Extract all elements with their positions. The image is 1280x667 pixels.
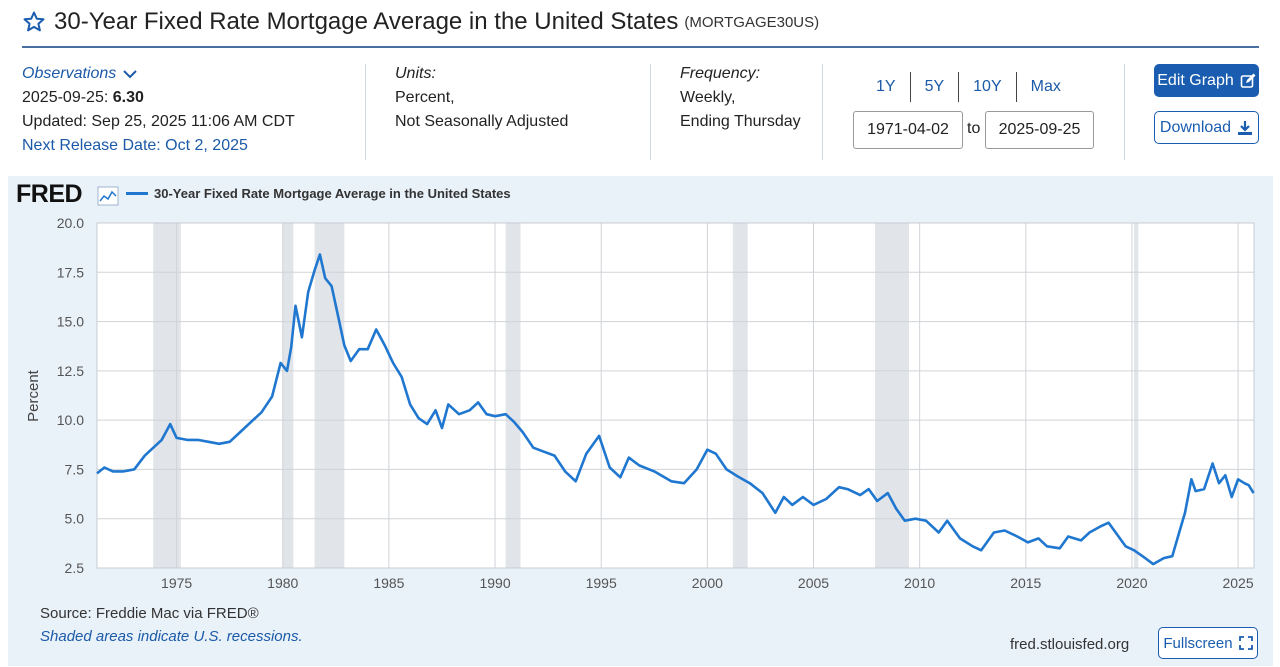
y-tick-label: 15.0 xyxy=(57,314,84,330)
edit-graph-label: Edit Graph xyxy=(1157,71,1234,89)
chart-legend: 30-Year Fixed Rate Mortgage Average in t… xyxy=(126,186,511,201)
y-tick-label: 7.5 xyxy=(65,461,85,477)
recession-band xyxy=(1134,223,1139,568)
edit-graph-button[interactable]: Edit Graph xyxy=(1154,64,1259,97)
legend-label: 30-Year Fixed Rate Mortgage Average in t… xyxy=(154,186,511,201)
frequency-detail: Ending Thursday xyxy=(680,113,801,130)
title-row: 30-Year Fixed Rate Mortgage Average in t… xyxy=(22,8,819,36)
legend-swatch xyxy=(126,192,148,195)
x-tick-label: 1975 xyxy=(161,575,192,591)
star-icon[interactable] xyxy=(22,10,46,34)
observation-latest: 2025-09-25: 6.30 xyxy=(22,86,295,110)
x-tick-label: 2010 xyxy=(904,575,935,591)
divider xyxy=(650,64,651,160)
plot-area xyxy=(97,223,1254,568)
source-text: Source: Freddie Mac via FRED® xyxy=(40,605,259,622)
frequency-panel: Frequency: Weekly, Ending Thursday xyxy=(680,62,801,134)
download-icon xyxy=(1238,120,1253,135)
observation-value: 6.30 xyxy=(112,89,144,106)
fullscreen-button[interactable]: Fullscreen xyxy=(1158,627,1258,659)
y-axis-label: Percent xyxy=(25,369,42,422)
divider xyxy=(1124,64,1125,160)
recession-band xyxy=(314,223,345,568)
units-label: Units: xyxy=(395,65,436,82)
range-max-button[interactable]: Max xyxy=(1030,78,1061,95)
x-tick-label: 2020 xyxy=(1116,575,1147,591)
recession-band xyxy=(732,223,748,568)
x-tick-label: 2025 xyxy=(1222,575,1253,591)
x-tick-label: 1980 xyxy=(267,575,298,591)
observations-toggle[interactable]: Observations xyxy=(22,62,295,86)
to-label: to xyxy=(967,120,981,137)
updated-text: Updated: Sep 25, 2025 11:06 AM CDT xyxy=(22,113,295,130)
fullscreen-label: Fullscreen xyxy=(1163,634,1233,652)
chevron-down-icon xyxy=(123,70,137,79)
recession-band xyxy=(282,223,294,568)
y-tick-label: 12.5 xyxy=(57,363,84,379)
fred-logo: FRED xyxy=(16,180,83,208)
range-5y-button[interactable]: 5Y xyxy=(911,72,960,102)
fred-graph-icon xyxy=(97,186,119,206)
units-panel: Units: Percent, Not Seasonally Adjusted xyxy=(395,62,568,134)
x-tick-label: 2005 xyxy=(798,575,829,591)
end-date-input[interactable]: 2025-09-25 xyxy=(985,111,1094,149)
observations-heading: Observations xyxy=(22,65,117,82)
x-tick-label: 1995 xyxy=(586,575,617,591)
recession-band xyxy=(875,223,910,568)
range-1y-button[interactable]: 1Y xyxy=(862,72,911,102)
title-divider xyxy=(22,46,1259,48)
units-value: Percent, xyxy=(395,89,455,106)
observations-panel: Observations 2025-09-25: 6.30 Updated: S… xyxy=(22,62,295,158)
units-adjustment: Not Seasonally Adjusted xyxy=(395,113,569,130)
divider xyxy=(365,64,366,160)
x-tick-label: 1985 xyxy=(373,575,404,591)
recession-note: Shaded areas indicate U.S. recessions. xyxy=(40,628,303,645)
frequency-label: Frequency: xyxy=(680,65,761,82)
y-tick-label: 2.5 xyxy=(65,560,85,576)
edit-icon xyxy=(1240,73,1256,88)
x-tick-label: 1990 xyxy=(479,575,510,591)
range-buttons: 1Y 5Y 10Y Max xyxy=(862,72,1075,102)
series-line[interactable] xyxy=(96,253,1255,566)
x-tick-label: 2000 xyxy=(692,575,723,591)
download-button[interactable]: Download xyxy=(1154,111,1259,144)
series-id: (MORTGAGE30US) xyxy=(684,13,820,31)
y-tick-label: 17.5 xyxy=(57,264,84,280)
fullscreen-icon xyxy=(1238,636,1253,650)
x-tick-label: 2015 xyxy=(1010,575,1041,591)
range-10y-button[interactable]: 10Y xyxy=(959,72,1017,102)
start-date-input[interactable]: 1971-04-02 xyxy=(853,111,963,149)
plot-border xyxy=(96,222,1255,569)
divider xyxy=(822,64,823,160)
observation-date: 2025-09-25: xyxy=(22,89,109,106)
next-release-link[interactable]: Next Release Date: Oct 2, 2025 xyxy=(22,137,248,154)
y-tick-label: 20.0 xyxy=(57,215,84,231)
page-title: 30-Year Fixed Rate Mortgage Average in t… xyxy=(54,8,679,35)
frequency-value: Weekly, xyxy=(680,89,736,106)
y-tick-label: 10.0 xyxy=(57,412,84,428)
fred-url[interactable]: fred.stlouisfed.org xyxy=(1010,636,1130,653)
recession-band xyxy=(505,223,521,568)
y-tick-label: 5.0 xyxy=(65,511,85,527)
download-label: Download xyxy=(1159,118,1232,136)
